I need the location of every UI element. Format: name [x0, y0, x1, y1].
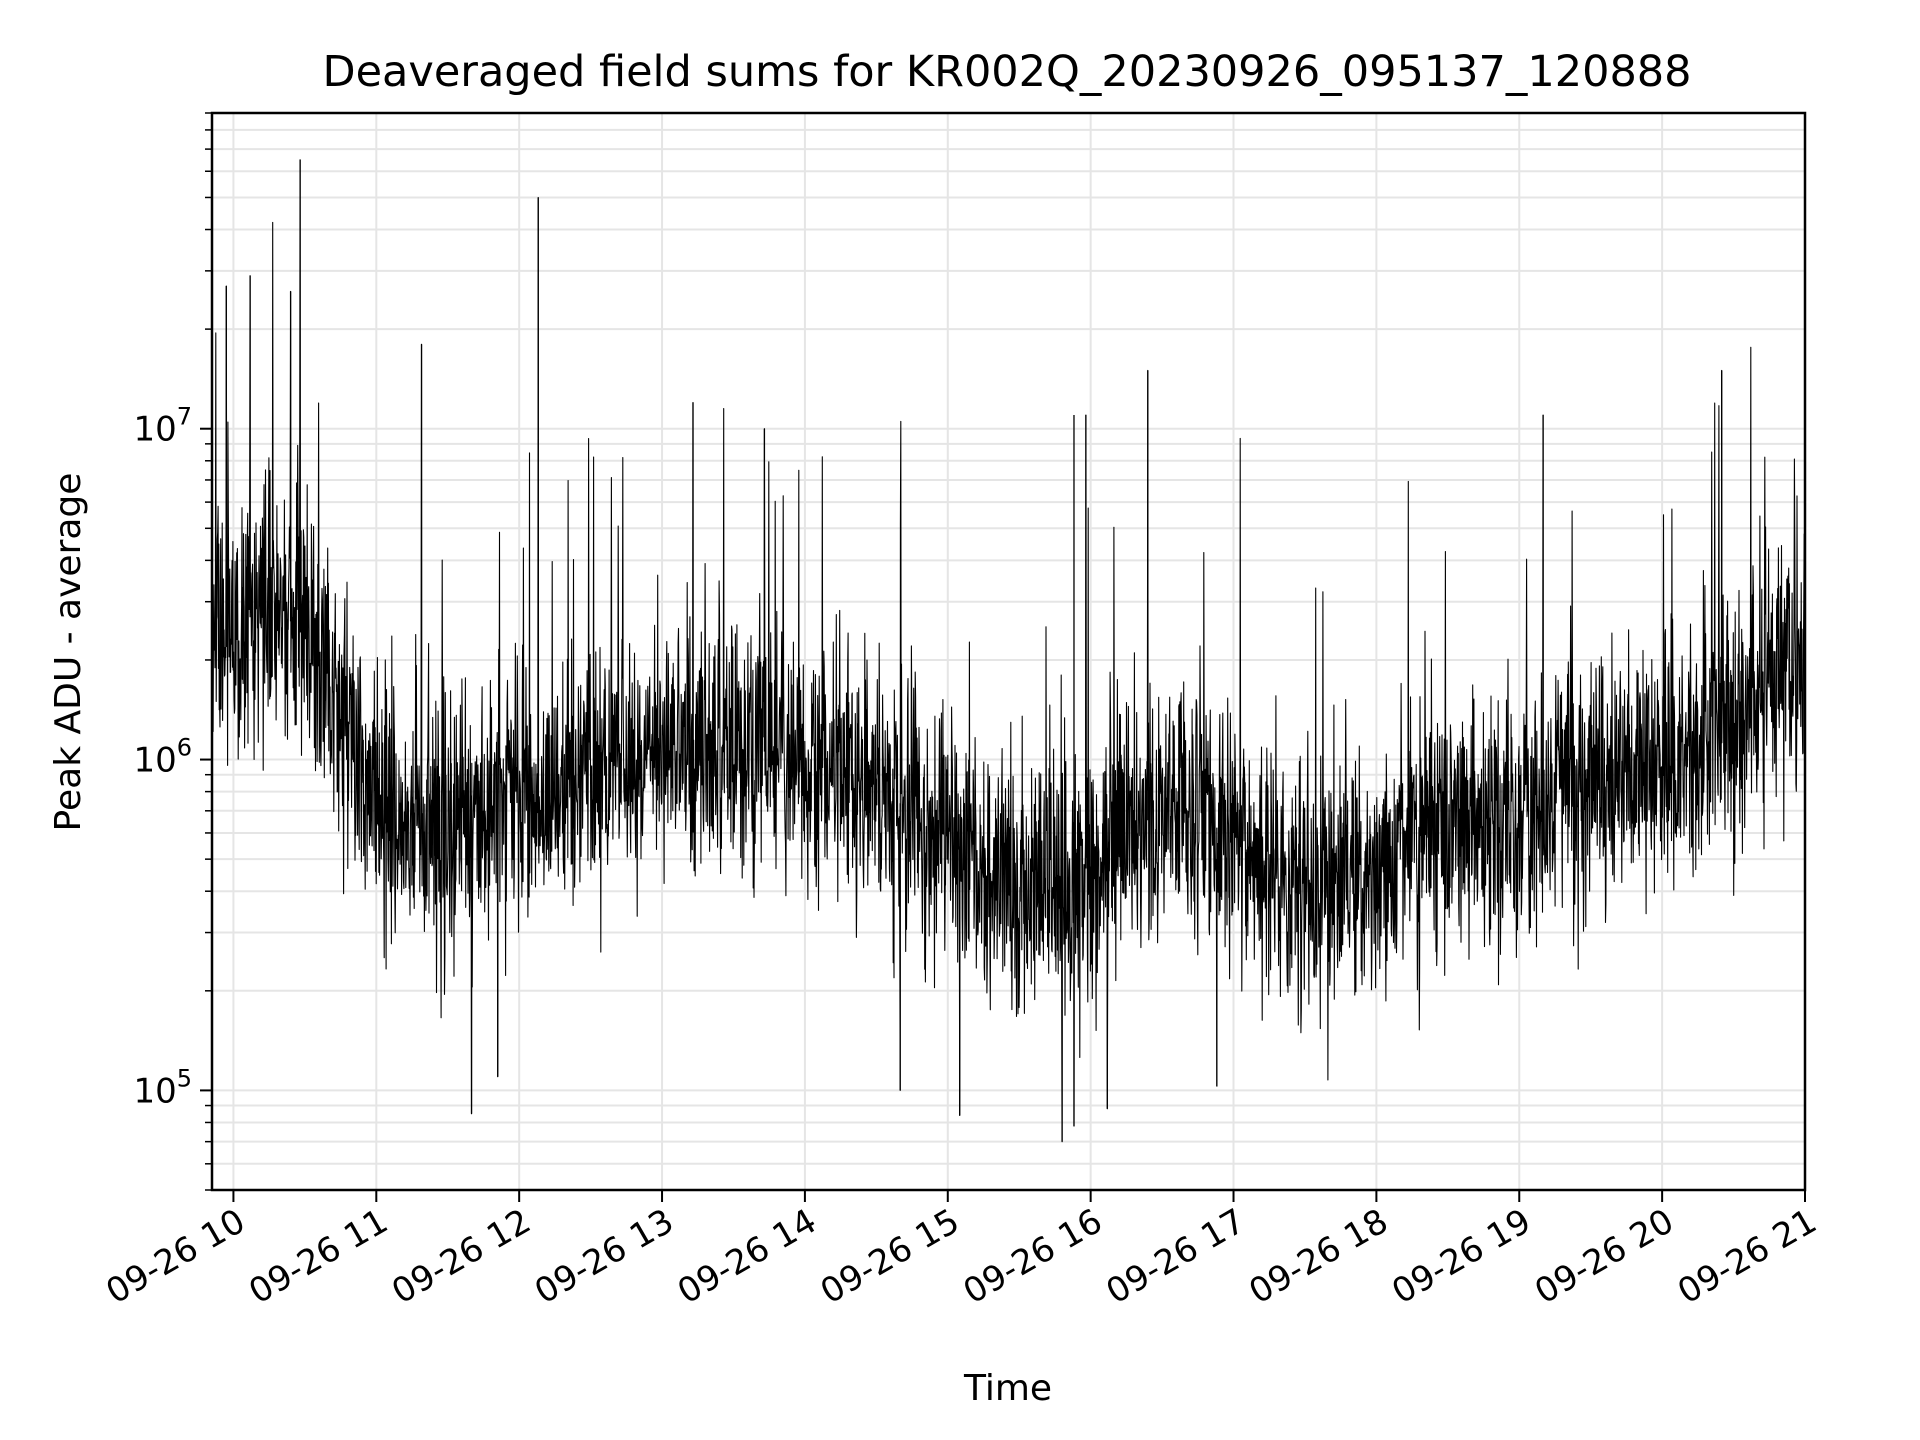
y-tick-label: 107	[133, 403, 192, 450]
plot-frame	[210, 111, 1807, 1192]
x-axis-label: Time	[963, 1368, 1052, 1409]
y-axis: 105 106 107	[133, 112, 212, 1191]
y-axis-label: Peak ADU - average	[48, 473, 89, 832]
y-tick-label: 105	[133, 1064, 192, 1111]
data-layer	[211, 159, 1806, 1143]
y-tick-label: 106	[133, 734, 192, 781]
chart-title: Deaveraged field sums for KR002Q_2023092…	[322, 47, 1691, 97]
series-line	[211, 159, 1806, 1143]
